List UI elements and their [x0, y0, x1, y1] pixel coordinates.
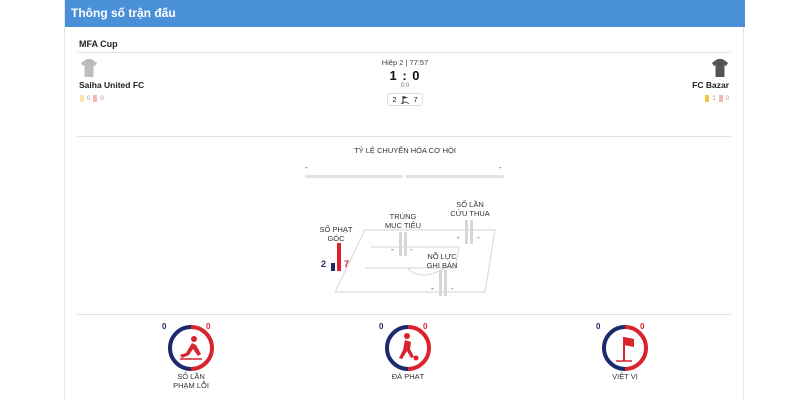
divider — [77, 314, 731, 315]
free-kicks-label: ĐÁ PHẠT — [391, 372, 425, 381]
match-center: Hiệp 2 | 77:57 1 : 0 0:0 2 7 — [345, 58, 465, 107]
fouls-gauge — [168, 325, 214, 371]
fouls-away-value: 0 — [206, 322, 211, 331]
saves-away-value: - — [477, 233, 480, 242]
divider — [77, 136, 731, 137]
saves-label: SỐ LẦN CỨU THUA — [450, 200, 490, 218]
yellow-card-icon — [705, 95, 710, 102]
corners-home-value: 2 — [321, 259, 327, 269]
corners-bars — [331, 243, 341, 271]
half-time-score: 0:0 — [400, 83, 410, 89]
saves-home-value: - — [457, 233, 460, 242]
attempts-home-value: - — [431, 284, 434, 293]
free-kicks-home-value: 0 — [379, 322, 384, 331]
offsides-home-value: 0 — [596, 322, 601, 331]
red-card-icon — [93, 95, 98, 102]
on-target-bars — [399, 232, 407, 256]
corners-label: SỐ PHẠT GÓC — [319, 225, 353, 243]
conversion-away-bar — [406, 175, 504, 178]
red-card-icon — [718, 95, 723, 102]
away-jersey-icon — [712, 59, 728, 77]
fouls-home-value: 0 — [162, 322, 167, 331]
attempts-label: NỖ LỰC GHI BÀN — [426, 252, 458, 270]
free-kicks-gauge — [385, 325, 431, 371]
corner-flag-icon — [400, 96, 409, 104]
match-period: Hiệp 2 | 77:57 — [381, 58, 429, 67]
offsides-label: VIỆT VỊ — [612, 372, 638, 381]
free-kicks-away-value: 0 — [423, 322, 428, 331]
away-team-name[interactable]: FC Bazar — [692, 80, 729, 90]
foul-icon — [180, 336, 202, 360]
conversion-title: TỶ LỆ CHUYỂN HÓA CƠ HỘI — [354, 146, 456, 155]
offsides-gauge — [602, 325, 648, 371]
panel-header: Thông số trận đấu — [65, 0, 745, 27]
on-target-label: TRÚNG MỤC TIÊU — [384, 212, 422, 230]
conversion-away-value: - — [499, 163, 502, 172]
offside-icon — [616, 337, 634, 362]
competition-name: MFA Cup — [79, 39, 118, 49]
conversion-home-value: - — [305, 163, 308, 172]
yellow-card-icon — [80, 95, 84, 102]
saves-bars — [465, 220, 473, 244]
divider — [77, 52, 731, 53]
on-target-away-value: - — [410, 245, 413, 254]
fouls-label: SỐ LẦN PHẠM LỖI — [173, 372, 209, 390]
attempts-away-value: - — [451, 284, 454, 293]
match-score: 1 : 0 — [389, 68, 421, 83]
home-cards: 0 0 — [80, 95, 104, 102]
free-kick-icon — [399, 333, 419, 361]
home-jersey-icon — [81, 59, 97, 77]
corner-count-pill: 2 7 — [387, 93, 423, 106]
on-target-home-value: - — [391, 245, 394, 254]
match-stats-panel: Thông số trận đấu MFA Cup Saiha United F… — [64, 0, 745, 400]
corners-away-value: 7 — [344, 259, 350, 269]
conversion-home-bar — [305, 175, 403, 178]
home-team-name[interactable]: Saiha United FC — [79, 80, 145, 90]
offsides-away-value: 0 — [640, 322, 645, 331]
away-cards: 1 0 — [705, 95, 729, 102]
attempts-bars — [439, 270, 447, 296]
